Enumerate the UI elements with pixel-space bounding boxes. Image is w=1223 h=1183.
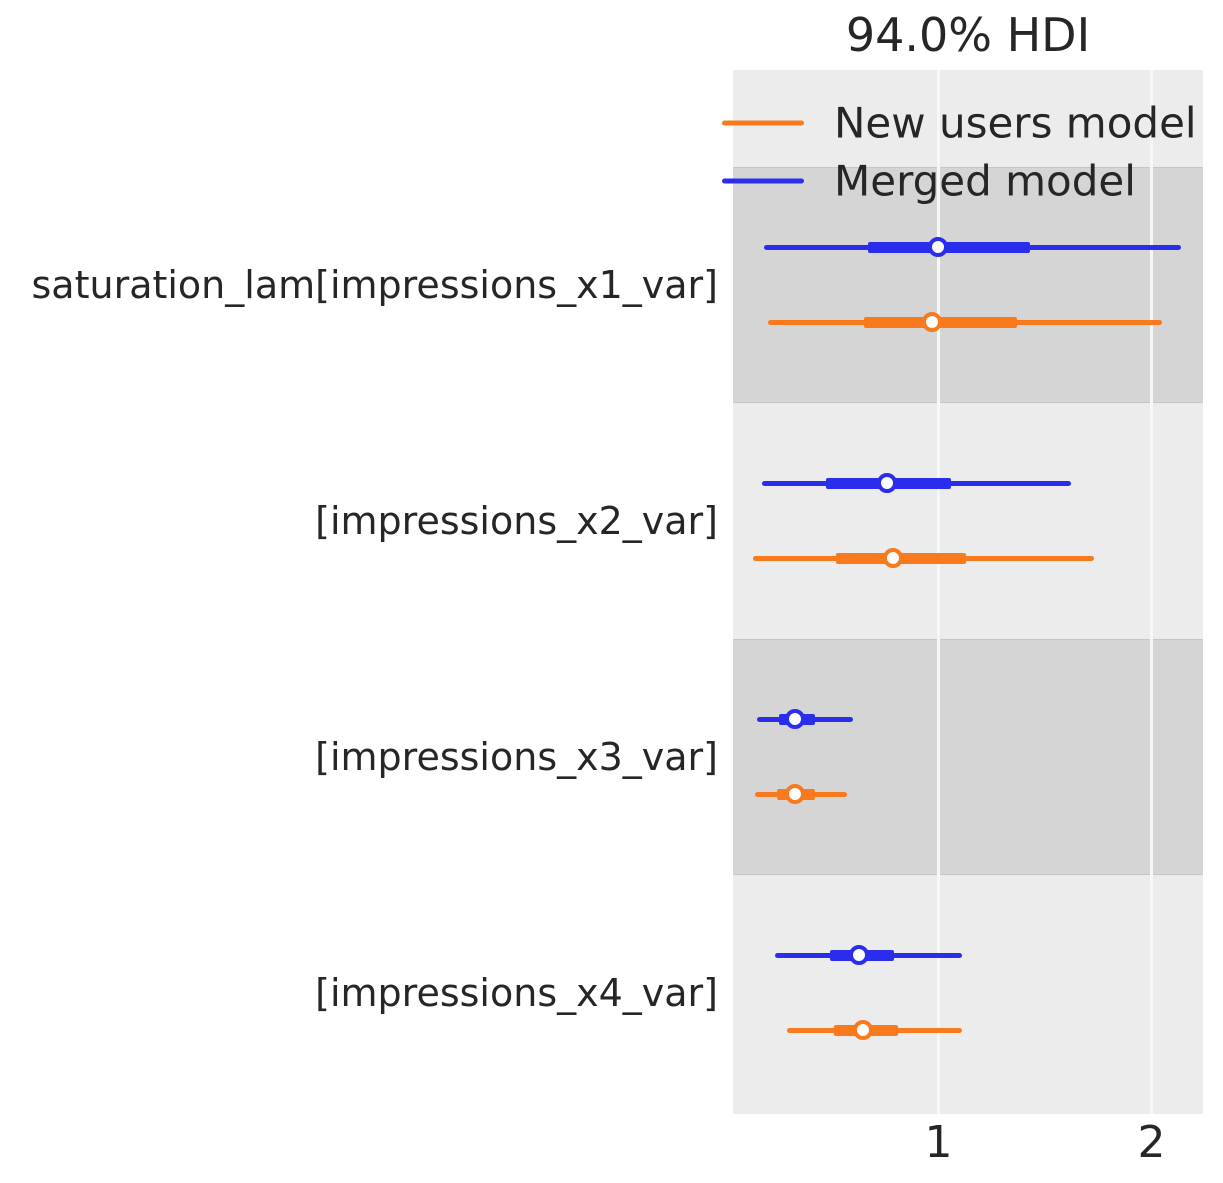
legend-label: New users model xyxy=(834,98,1197,148)
x-tick-label: 1 xyxy=(924,1117,953,1168)
median-marker xyxy=(853,1019,874,1040)
legend-line-new-users-model xyxy=(722,120,804,126)
quartile-line xyxy=(868,241,1031,253)
median-marker xyxy=(785,708,806,729)
row-band-dark xyxy=(733,167,1203,403)
median-marker xyxy=(849,944,870,965)
y-axis-label: [impressions_x4_var] xyxy=(315,971,718,1015)
y-axis-label: [impressions_x3_var] xyxy=(315,735,718,779)
median-marker xyxy=(883,547,904,568)
x-tick-label: 2 xyxy=(1137,1117,1166,1168)
median-marker xyxy=(928,236,948,257)
median-marker xyxy=(876,472,897,493)
plot-title: 94.0% HDI xyxy=(845,8,1091,62)
y-axis-label: saturation_lam[impressions_x1_var] xyxy=(31,263,719,307)
legend-line-merged-model xyxy=(722,178,804,184)
y-axis-label: [impressions_x2_var] xyxy=(315,499,718,543)
row-band-dark xyxy=(733,639,1203,875)
median-marker xyxy=(921,311,942,332)
x-gridline xyxy=(937,70,940,1114)
median-marker xyxy=(785,783,806,804)
x-gridline xyxy=(1149,70,1153,1114)
legend-label: Merged model xyxy=(834,156,1136,206)
